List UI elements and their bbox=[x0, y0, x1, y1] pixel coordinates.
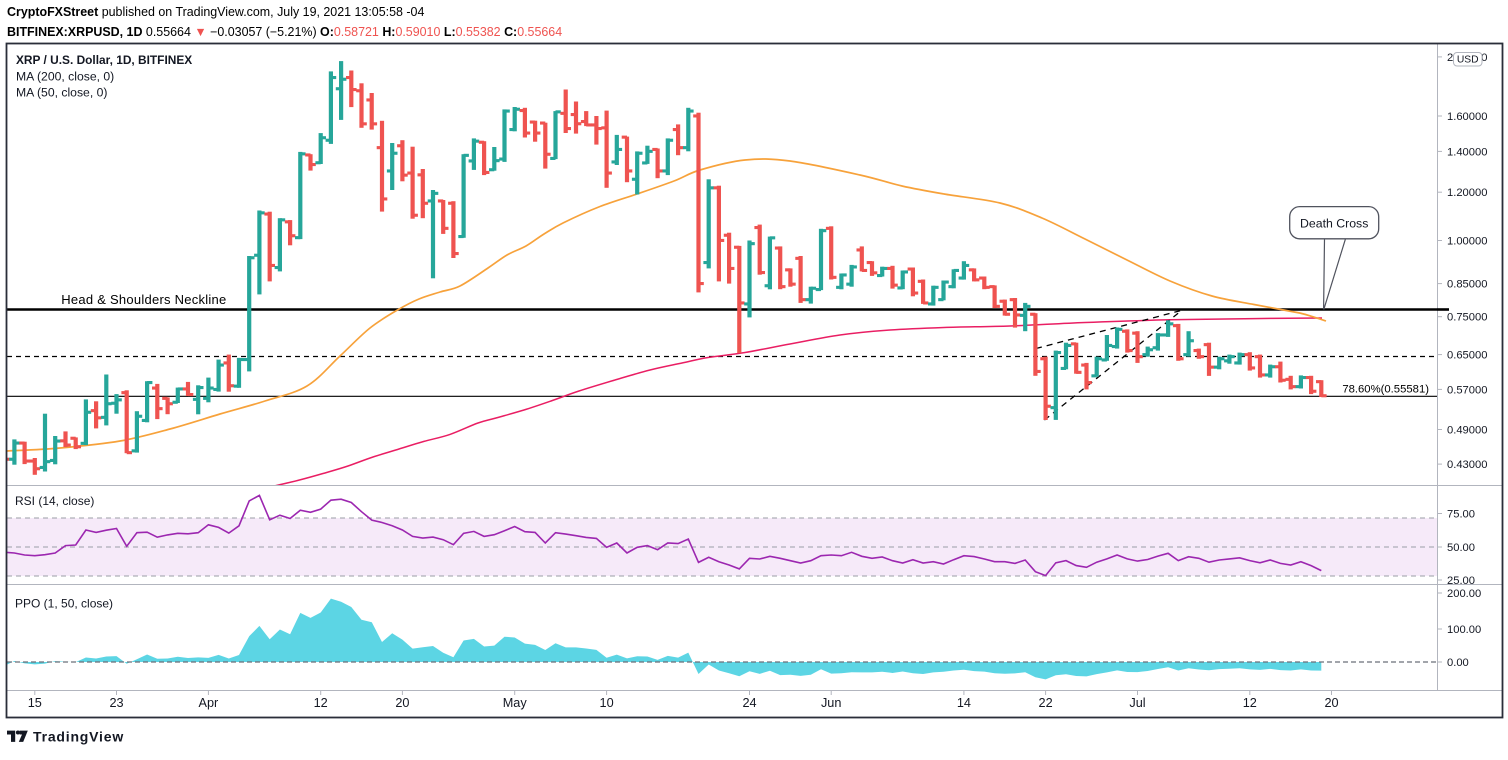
svg-text:20: 20 bbox=[1324, 696, 1338, 710]
svg-text:1.40000: 1.40000 bbox=[1447, 146, 1487, 158]
svg-text:XRP / U.S. Dollar, 1D, BITFINE: XRP / U.S. Dollar, 1D, BITFINEX bbox=[16, 53, 192, 67]
svg-text:0.49000: 0.49000 bbox=[1447, 425, 1487, 437]
svg-text:Head & Shoulders Neckline: Head & Shoulders Neckline bbox=[61, 292, 226, 307]
svg-text:75.00: 75.00 bbox=[1447, 509, 1475, 521]
svg-text:MA (50, close, 0): MA (50, close, 0) bbox=[16, 86, 107, 100]
svg-text:25.00: 25.00 bbox=[1447, 575, 1475, 587]
svg-text:0.43000: 0.43000 bbox=[1447, 459, 1487, 471]
svg-text:12: 12 bbox=[314, 696, 328, 710]
svg-text:0.65000: 0.65000 bbox=[1447, 350, 1487, 362]
svg-text:Death Cross: Death Cross bbox=[1300, 216, 1368, 230]
svg-text:TradingView: TradingView bbox=[33, 729, 124, 745]
svg-text:100.00: 100.00 bbox=[1447, 624, 1481, 636]
svg-text:0.00: 0.00 bbox=[1447, 657, 1469, 669]
svg-text:23: 23 bbox=[109, 696, 123, 710]
svg-text:BITFINEX:XRPUSD, 1D 0.55664 ▼: BITFINEX:XRPUSD, 1D 0.55664 ▼ −0.03057 (… bbox=[7, 25, 562, 39]
svg-text:Apr: Apr bbox=[199, 696, 220, 710]
svg-text:1.20000: 1.20000 bbox=[1447, 187, 1487, 199]
svg-text:0.85000: 0.85000 bbox=[1447, 279, 1487, 291]
svg-text:200.00: 200.00 bbox=[1447, 588, 1481, 600]
svg-text:0.57000: 0.57000 bbox=[1447, 384, 1487, 396]
svg-text:RSI (14, close): RSI (14, close) bbox=[15, 494, 94, 508]
svg-text:50.00: 50.00 bbox=[1447, 542, 1475, 554]
svg-text:20: 20 bbox=[395, 696, 409, 710]
svg-text:1.60000: 1.60000 bbox=[1447, 111, 1487, 123]
svg-text:CryptoFXStreet published on Tr: CryptoFXStreet published on TradingView.… bbox=[7, 5, 424, 19]
svg-text:Jun: Jun bbox=[821, 696, 841, 710]
svg-text:PPO (1, 50, close): PPO (1, 50, close) bbox=[15, 597, 113, 611]
svg-text:22: 22 bbox=[1039, 696, 1053, 710]
svg-text:78.60%(0.55581): 78.60%(0.55581) bbox=[1342, 384, 1429, 396]
svg-text:0.75000: 0.75000 bbox=[1447, 312, 1487, 324]
svg-text:24: 24 bbox=[742, 696, 756, 710]
svg-text:Jul: Jul bbox=[1129, 696, 1145, 710]
svg-text:15: 15 bbox=[28, 696, 42, 710]
svg-text:USD: USD bbox=[1457, 55, 1479, 66]
svg-text:MA (200, close, 0): MA (200, close, 0) bbox=[16, 70, 114, 84]
svg-text:10: 10 bbox=[600, 696, 614, 710]
svg-text:1.00000: 1.00000 bbox=[1447, 236, 1487, 248]
svg-text:14: 14 bbox=[957, 696, 971, 710]
svg-text:12: 12 bbox=[1243, 696, 1257, 710]
svg-text:May: May bbox=[503, 696, 528, 710]
